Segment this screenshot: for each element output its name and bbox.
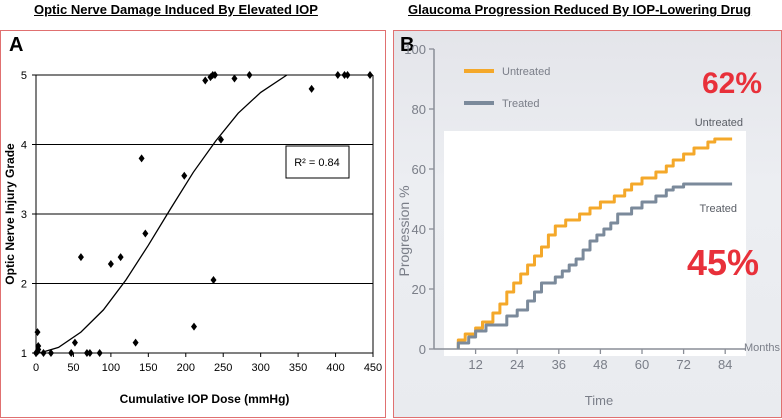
y-tick-label: 100 [404,42,426,57]
x-tick-label: 400 [326,362,344,374]
x-tick-label: 250 [214,362,232,374]
x-tick-label: 12 [468,357,482,372]
data-point [40,349,47,357]
y-tick-label: 3 [21,209,27,221]
data-point [211,71,218,79]
data-point [334,71,341,79]
data-point [96,349,103,357]
value-treated: 45% [687,242,759,283]
data-point [191,322,198,331]
y-tick-label: 40 [412,222,426,237]
x-tick-label: 84 [718,357,732,372]
data-point [132,338,139,347]
y-tick-label: 20 [412,282,426,297]
x-tick-label: 150 [139,362,157,374]
end-label-untreated: Untreated [695,117,743,129]
data-point [138,154,145,163]
y-tick-label: 80 [412,102,426,117]
data-point [367,71,374,79]
end-label-treated: Treated [699,203,737,215]
y-tick-label: 1 [21,348,27,360]
x-tick-label: 350 [289,362,307,374]
y-tick-label: 2 [21,279,27,291]
y-tick-label: 4 [21,140,27,152]
panel-b-header: Glaucoma Progression Reduced By IOP-Lowe… [408,2,752,17]
legend-label: Treated [502,98,540,110]
x-tick-label: 450 [364,362,382,374]
data-point [231,74,238,83]
data-point [77,253,84,262]
panel-label-a: A [9,34,23,56]
panel-a-header: Optic Nerve Damage Induced By Elevated I… [34,2,318,17]
x-tick-label: 48 [593,357,607,372]
data-point [68,349,75,357]
r-squared-box [285,145,350,179]
value-untreated: 62% [702,67,762,100]
x-tick-label: 24 [510,357,524,372]
data-point [246,71,253,79]
data-point [181,171,188,180]
data-point [34,328,41,337]
x-tick-label: 100 [102,362,120,374]
x-axis-label: Time [585,393,613,408]
panel-label-b: B [400,34,414,56]
x-tick-label: 300 [251,362,269,374]
r-squared-label: R² = 0.84 [294,157,340,169]
data-point [35,342,42,351]
x-tick-label: 0 [33,362,39,374]
data-point [308,84,315,93]
data-point [210,276,217,285]
data-point [86,349,93,357]
data-point [344,71,351,79]
series-line-treated [456,182,733,349]
x-tick-label: 60 [635,357,649,372]
x-unit-label: Months [744,342,781,354]
panel-a: A 1 2 3 4 5 0 50 100 150 200 250 300 350 400 450 Cumulat… [0,30,386,418]
series-line-untreated [456,137,733,349]
x-tick-label: 200 [177,362,195,374]
x-tick-label: 72 [676,357,690,372]
legend-label: Untreated [502,66,550,78]
x-tick-label: 50 [67,362,79,374]
y-tick-label: 0 [419,342,426,357]
fit-curve [39,74,288,354]
data-point [117,253,124,262]
data-point [142,229,149,238]
x-tick-label: 36 [552,357,566,372]
y-tick-label: 60 [412,162,426,177]
data-point [47,349,54,357]
data-point [202,76,209,85]
panel-b: B 0 20 40 60 80 100 12 24 36 48 60 72 84 Months Time Pro… [393,30,782,418]
data-point [71,338,78,347]
x-axis-label: Cumulative IOP Dose (mmHg) [120,392,290,406]
y-tick-label: 5 [21,70,27,82]
progression-chart: B 0 20 40 60 80 100 12 24 36 48 60 72 84 Months Time Pro… [396,34,781,408]
y-axis-label: Progression % [396,185,412,276]
data-point [217,135,224,144]
data-point [107,260,114,269]
y-axis-label: Optic Nerve Injury Grade [3,143,17,285]
